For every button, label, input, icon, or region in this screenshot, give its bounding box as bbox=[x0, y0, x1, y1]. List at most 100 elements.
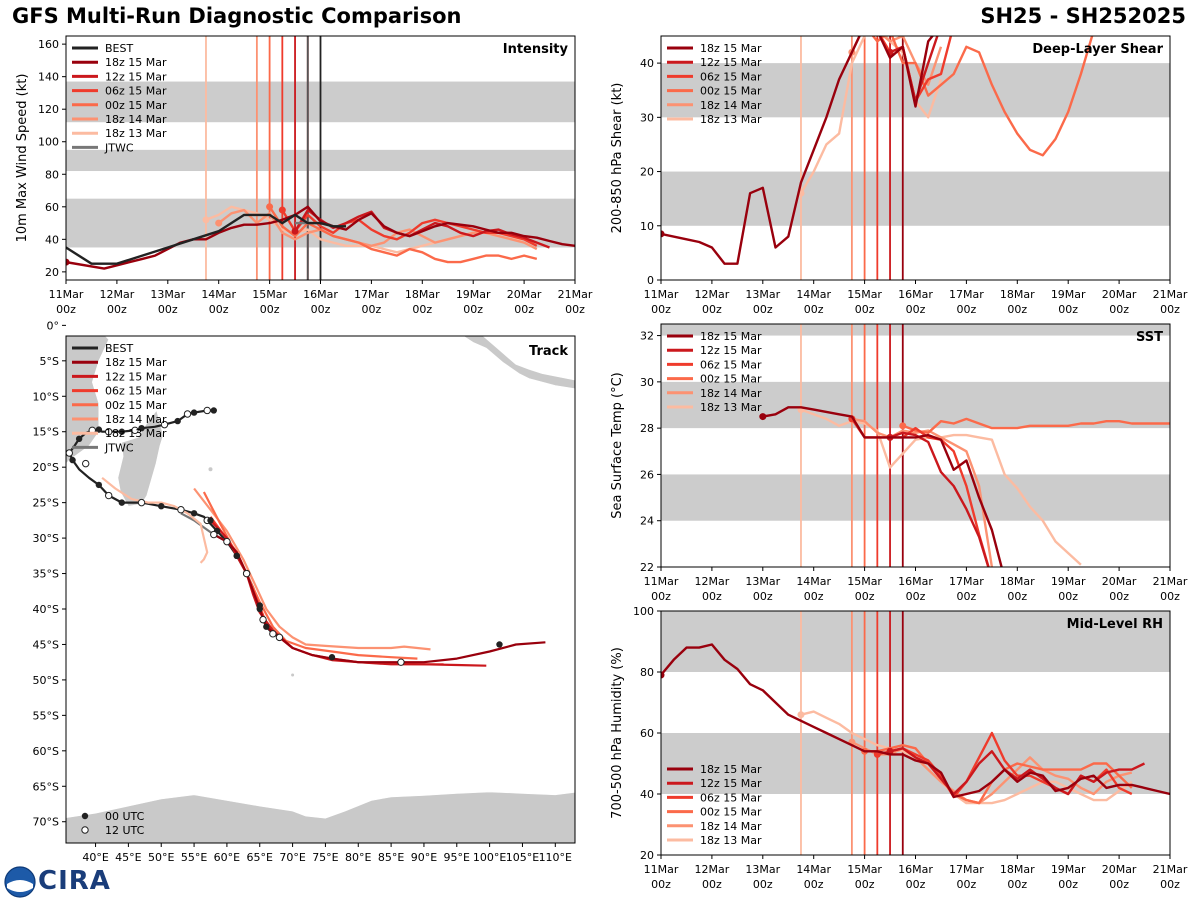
sst-x-tick-label: 00z bbox=[957, 590, 977, 603]
rh-x-tick-label: 00z bbox=[1058, 878, 1078, 891]
track-point-12utc bbox=[160, 420, 169, 429]
intensity-legend-label: BEST bbox=[105, 42, 133, 55]
sst-x-tick-label: 12Mar bbox=[695, 575, 730, 588]
shear-y-tick-label: 10 bbox=[640, 220, 654, 233]
rh-x-tick-label: 00z bbox=[957, 878, 977, 891]
intensity-y-tick-label: 160 bbox=[38, 38, 59, 51]
track-point-00utc bbox=[95, 481, 103, 489]
track-point-12utc bbox=[66, 449, 73, 457]
track-line bbox=[209, 519, 487, 667]
track-point-00utc bbox=[174, 417, 181, 425]
intensity-x-tick-label: 16Mar bbox=[303, 288, 338, 301]
track-x-tick-label: 55°E bbox=[181, 851, 207, 864]
page-title: GFS Multi-Run Diagnostic Comparison bbox=[12, 4, 462, 28]
shear-y-axis-label: 200-850 hPa Shear (kt) bbox=[610, 83, 625, 234]
rh-series-line bbox=[864, 744, 1133, 805]
sst-x-tick-label: 11Mar bbox=[644, 575, 679, 588]
track-point-12utc bbox=[223, 537, 231, 546]
intensity-x-tick-label: 00z bbox=[565, 303, 585, 316]
shear-chart: 11Mar 00z 12Mar 00z 13Mar 00z 14Mar 00z 15Mar 00z… bbox=[610, 27, 1188, 316]
track-line bbox=[180, 512, 238, 554]
rh-band-1 bbox=[661, 611, 1170, 672]
rh-x-tick-label: 14Mar bbox=[796, 863, 831, 876]
sst-x-tick-label: 00z bbox=[1109, 590, 1129, 603]
track-point-00utc bbox=[233, 552, 240, 560]
intensity-y-tick-label: 140 bbox=[38, 71, 59, 84]
sst-x-tick-label: 00z bbox=[855, 590, 875, 603]
sst-x-tick-label: 00z bbox=[804, 590, 824, 603]
sst-series-start-point bbox=[759, 413, 767, 421]
marker-legend-filled-dot bbox=[81, 812, 89, 820]
rh-x-tick-label: 00z bbox=[1160, 878, 1180, 891]
shear-x-tick-label: 00z bbox=[651, 303, 671, 316]
track-point-00utc bbox=[118, 499, 126, 506]
sst-x-tick-label: 17Mar bbox=[949, 575, 984, 588]
sst-legend-label: 18z 13 Mar bbox=[700, 401, 762, 414]
track-x-tick-label: 40°E bbox=[82, 851, 108, 864]
sst-series-line bbox=[851, 417, 994, 567]
intensity-x-tick-label: 00z bbox=[412, 303, 432, 316]
rh-series-group bbox=[661, 643, 1170, 805]
track-frame bbox=[65, 335, 576, 844]
shear-series-start-point bbox=[797, 189, 805, 197]
rh-legend-label: 18z 15 Mar bbox=[700, 763, 762, 776]
intensity-y-tick-label: 20 bbox=[45, 266, 59, 279]
africa-landmass bbox=[66, 336, 110, 465]
rh-series-start-point bbox=[797, 711, 805, 719]
shear-legend-label: 12z 15 Mar bbox=[700, 56, 762, 69]
track-point-00utc bbox=[328, 654, 336, 661]
shear-x-tick-label: 00z bbox=[702, 303, 722, 316]
shear-x-tick-label: 12Mar bbox=[695, 288, 730, 301]
intensity-series-line bbox=[66, 205, 575, 270]
track-map-content bbox=[66, 336, 575, 843]
indonesia-landmass bbox=[462, 336, 575, 389]
shear-legend-label: 18z 13 Mar bbox=[700, 113, 762, 126]
rh-series-line bbox=[877, 731, 1133, 799]
shear-series-line bbox=[661, 36, 934, 265]
rh-y-tick-label: 20 bbox=[640, 849, 654, 862]
sst-series-line bbox=[762, 406, 1003, 567]
rh-x-tick-label: 00z bbox=[804, 878, 824, 891]
track-point-00utc bbox=[158, 502, 165, 510]
rh-y-tick-label: 60 bbox=[640, 727, 654, 740]
track-point-00utc bbox=[263, 623, 270, 630]
track-x-tick-label: 95°E bbox=[444, 851, 470, 864]
sst-x-tick-label: 00z bbox=[906, 590, 926, 603]
intensity-series-start-point bbox=[66, 258, 70, 266]
track-y-tick-label: 60°S bbox=[33, 745, 59, 758]
shear-series-start-point bbox=[874, 27, 881, 34]
intensity-x-tick-label: 17Mar bbox=[354, 288, 389, 301]
shear-series-line bbox=[799, 36, 943, 194]
shear-x-tick-label: 00z bbox=[1160, 303, 1180, 316]
track-line bbox=[202, 491, 418, 660]
intensity-legend-label: 00z 15 Mar bbox=[105, 99, 167, 112]
shear-chart-title: Deep-Layer Shear bbox=[1032, 42, 1163, 57]
track-y-tick-label: 45°S bbox=[33, 638, 59, 651]
track-point-00utc bbox=[190, 510, 198, 517]
track-y-tick-label: 30°S bbox=[33, 532, 59, 545]
track-legend-label: 00z 15 Mar bbox=[105, 399, 167, 412]
intensity-x-tick-label: 15Mar bbox=[252, 288, 287, 301]
track-point-12utc bbox=[242, 569, 251, 578]
sst-series-group bbox=[759, 406, 1170, 567]
sst-series-line bbox=[889, 431, 990, 567]
intensity-legend-label: JTWC bbox=[104, 141, 134, 154]
track-line bbox=[209, 516, 444, 666]
shear-x-tick-label: 00z bbox=[1058, 303, 1078, 316]
intensity-y-tick-label: 120 bbox=[38, 103, 59, 116]
madagascar-landmass bbox=[117, 409, 164, 507]
intensity-series-line bbox=[217, 208, 538, 251]
track-point-12utc bbox=[183, 410, 192, 418]
rh-series-start-point bbox=[886, 747, 894, 755]
track-point-00utc bbox=[233, 552, 240, 560]
track-y-tick-label: 65°S bbox=[33, 780, 59, 793]
shear-x-tick-label: 18Mar bbox=[1000, 288, 1035, 301]
track-legend-label: 18z 15 Mar bbox=[105, 356, 167, 369]
track-point-12utc bbox=[88, 426, 96, 435]
track-point-00utc bbox=[256, 602, 263, 609]
track-x-tick-label: 45°E bbox=[115, 851, 141, 864]
shear-band-0 bbox=[661, 171, 1170, 226]
sst-x-tick-label: 00z bbox=[753, 590, 773, 603]
rh-x-tick-label: 19Mar bbox=[1051, 863, 1086, 876]
